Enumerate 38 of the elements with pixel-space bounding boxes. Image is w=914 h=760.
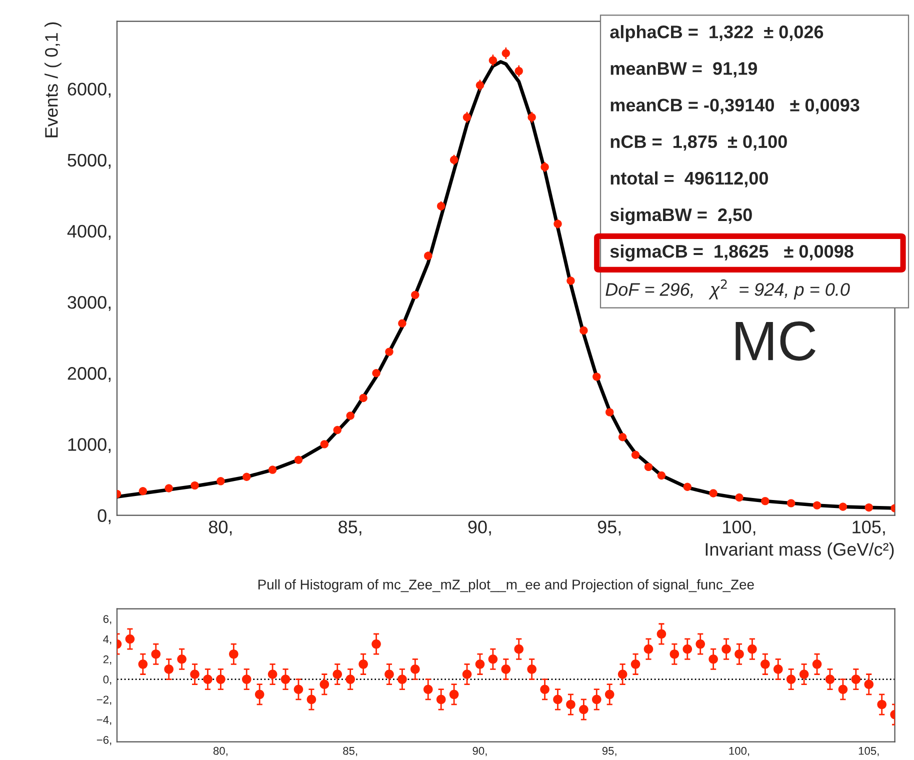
x-tick-label: 95,: [602, 746, 616, 756]
x-axis-title: Invariant mass (GeV/c²): [706, 542, 894, 560]
y-tick-label: 0,: [98, 509, 111, 524]
x-tick-label: 105,: [852, 520, 885, 536]
x-tick-label: 100,: [723, 520, 756, 536]
x-tick-label: 90,: [472, 746, 487, 756]
y-tick-label: 6,: [103, 615, 112, 624]
annotation: DoF = 296, χ$^{2}$ = 924, p = 0.0: [606, 279, 850, 300]
y-tick-label: −4,: [96, 716, 112, 726]
y-tick-label: 6000,: [68, 82, 111, 98]
annotation: alphaCB = 1,322 ± 0,026: [610, 25, 824, 42]
annotation: sigmaCB = 1,8625 ± 0,0098: [610, 244, 854, 262]
y-tick-label: −2,: [96, 696, 112, 705]
y-tick-label: 2000,: [68, 367, 111, 382]
x-tick-label: 80,: [213, 746, 228, 756]
chart-title: Pull of Histogram of mc_Zee_mZ_plot__m_ee and Projection of signal_func_Zee: [258, 579, 754, 592]
annotation: MC: [736, 321, 816, 361]
y-tick-label: 0,: [103, 676, 112, 685]
y-tick-label: 3000,: [68, 296, 111, 311]
annotation: ntotal = 496112,00: [610, 171, 768, 188]
y-tick-label: −6,: [96, 736, 112, 746]
annotation: meanBW = 91,19: [610, 62, 757, 78]
x-tick-label: 90,: [468, 520, 491, 536]
y-tick-label: 2,: [103, 655, 112, 665]
x-tick-label: 85,: [343, 746, 358, 756]
x-tick-label: 105,: [858, 746, 879, 756]
x-tick-label: 100,: [729, 746, 750, 756]
x-tick-label: 85,: [338, 520, 362, 536]
annotation: nCB = 1,875 ± 0,100: [610, 135, 787, 151]
y-tick-label: 4000,: [67, 224, 111, 240]
y-tick-label: 1000,: [68, 438, 111, 454]
y-axis-title: Events / ( 0,1 ): [44, 22, 62, 138]
annotation: meanCB = -0,39140 ± 0,0093: [610, 98, 860, 114]
annotation: sigmaBW = 2,50: [610, 208, 752, 225]
y-tick-label: 5000,: [68, 154, 111, 169]
x-tick-label: 80,: [208, 520, 232, 536]
x-tick-label: 95,: [598, 520, 621, 536]
y-tick-label: 4,: [103, 635, 112, 644]
